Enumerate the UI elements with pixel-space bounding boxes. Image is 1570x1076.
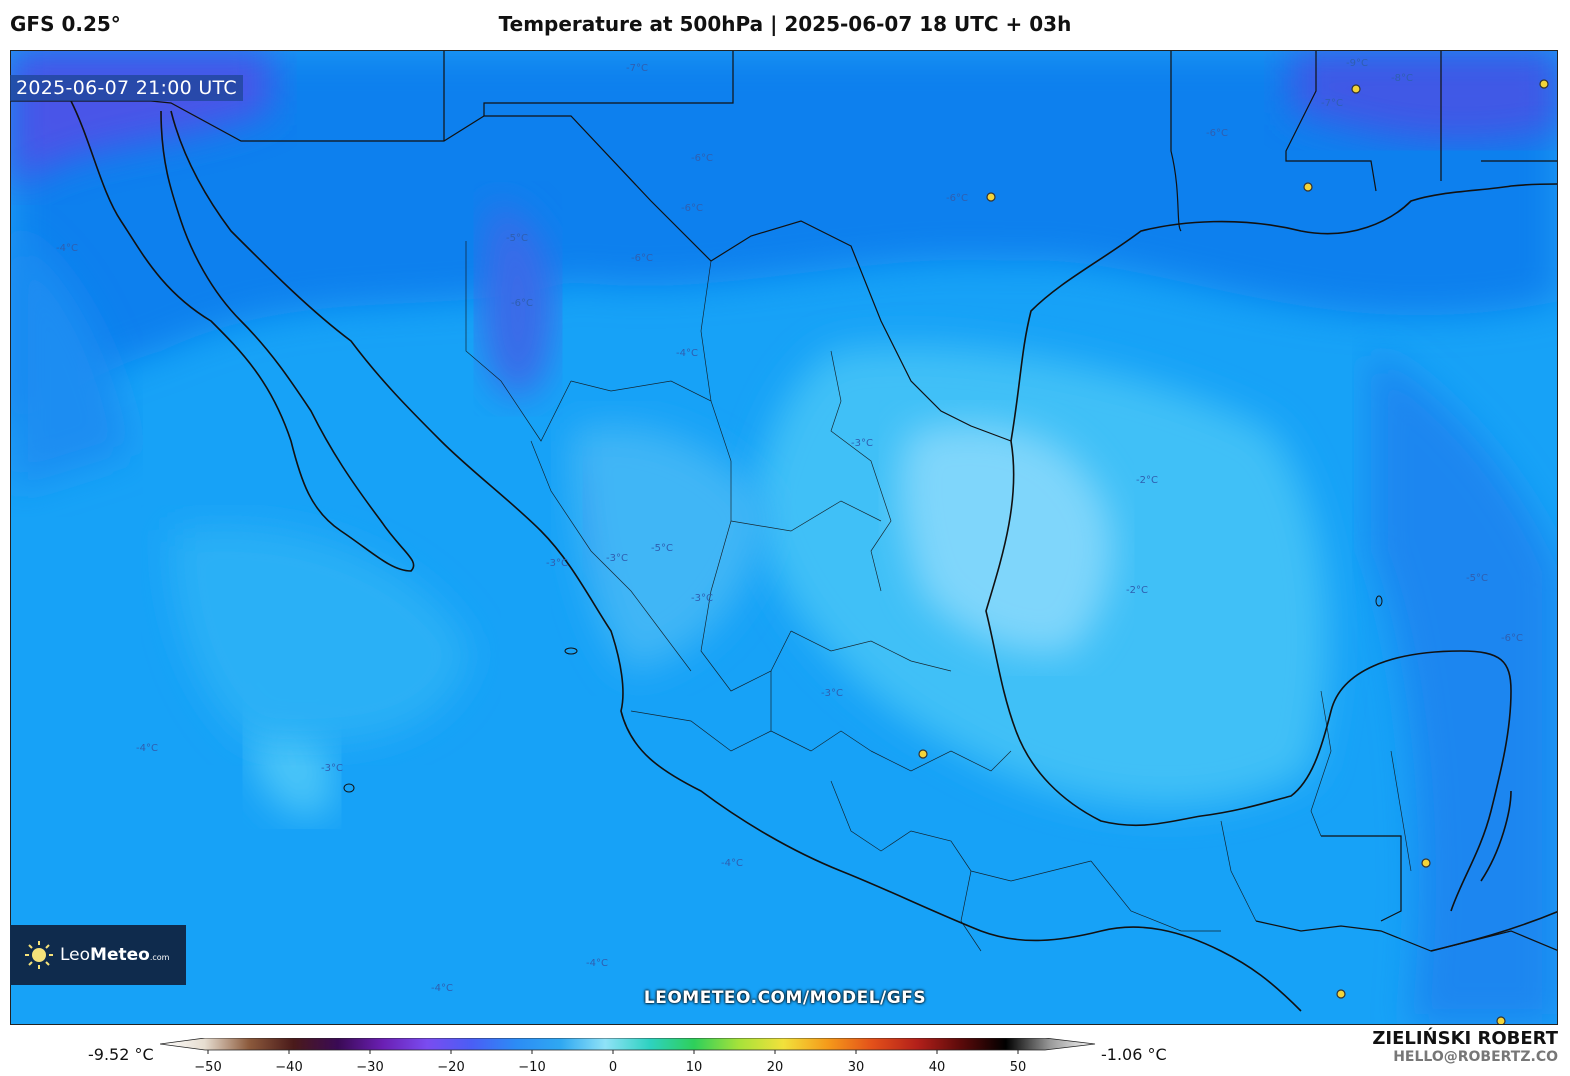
colorbar-tick-label: 40	[929, 1060, 946, 1075]
city-marker	[1303, 182, 1313, 192]
colorbar-tick-label: 20	[767, 1060, 784, 1075]
baja-coast	[70, 100, 415, 572]
contour-label: -2°C	[1136, 475, 1158, 486]
field-pacific-band	[171, 527, 471, 744]
field-warm-plateau	[571, 425, 771, 671]
colorbar-tick-label: −20	[437, 1060, 464, 1075]
colorbar-ticks: −50 −40 −30 −20 −10 0 10 20 30 40 50	[194, 1050, 1026, 1075]
valid-time-label: 2025-06-07 21:00 UTC	[10, 75, 243, 101]
border-la-ms	[1285, 51, 1377, 192]
contour-label: -7°C	[1321, 98, 1343, 109]
contour-label: -5°C	[506, 233, 528, 244]
map-panel: -9°C -8°C -7°C -7°C -6°C -6°C -6°C -6°C …	[10, 50, 1558, 1025]
contour-label: -5°C	[651, 543, 673, 554]
legend-min-value: -9.52 °C	[88, 1045, 154, 1064]
logo-text-bold: Meteo	[90, 945, 150, 965]
contour-label: -3°C	[606, 553, 628, 564]
contour-label: -9°C	[1346, 58, 1368, 69]
chart-title: Temperature at 500hPa | 2025-06-07 18 UT…	[498, 12, 1072, 36]
contour-label: -4°C	[136, 743, 158, 754]
leometeo-logo[interactable]: LeoMeteo.com	[10, 925, 186, 985]
contour-label: -3°C	[821, 688, 843, 699]
contour-label: -6°C	[1501, 633, 1523, 644]
field-west-band	[11, 231, 131, 491]
contour-label: -6°C	[946, 193, 968, 204]
colorbar-tick-label: −50	[194, 1060, 221, 1075]
contour-label: -4°C	[56, 243, 78, 254]
logo-text: LeoMeteo.com	[60, 945, 169, 965]
field-coldest-ne	[1291, 51, 1557, 142]
colorbar-tick-label: −40	[275, 1060, 302, 1075]
contour-label: -3°C	[546, 558, 568, 569]
city-marker	[1539, 79, 1549, 89]
field-east-band	[1371, 351, 1557, 1024]
city-marker	[918, 749, 928, 759]
colorbar-tick-label: −10	[518, 1060, 545, 1075]
city-markers[interactable]	[918, 79, 1549, 1025]
city-marker	[986, 192, 996, 202]
contour-label: -6°C	[511, 298, 533, 309]
contour-label: -3°C	[851, 438, 873, 449]
contour-label: -4°C	[676, 348, 698, 359]
contour-label: -7°C	[626, 63, 648, 74]
border-nm-tx	[483, 51, 734, 116]
contour-label: -8°C	[1391, 73, 1413, 84]
legend-max-value: -1.06 °C	[1101, 1045, 1167, 1064]
belize-coast	[1480, 790, 1512, 882]
state-borders	[465, 241, 1412, 952]
pacific-coast	[170, 110, 1302, 1012]
contour-label: -2°C	[1126, 585, 1148, 596]
colorbar-tick-label: 50	[1010, 1060, 1027, 1075]
site-watermark: LEOMETEO.COM/MODEL/GFS	[643, 988, 927, 1008]
caribbean-coast	[1430, 910, 1557, 952]
us-gulf-coast	[1010, 183, 1557, 442]
model-label: GFS 0.25°	[10, 12, 121, 36]
city-marker	[1336, 989, 1346, 999]
border-tx-la	[1170, 51, 1182, 232]
field-cold-core-1	[481, 201, 555, 397]
colorbar-tick-label: 10	[686, 1060, 703, 1075]
country-borders	[11, 51, 1557, 952]
city-marker	[1496, 1016, 1506, 1024]
us-mexico-border	[11, 100, 1012, 442]
contour-label: -4°C	[586, 958, 608, 969]
contour-label: -3°C	[321, 763, 343, 774]
logo-text-light: Leo	[60, 945, 91, 965]
border-belize-guatemala	[1321, 835, 1402, 922]
contour-label: -6°C	[681, 203, 703, 214]
colorbar-body	[160, 1038, 1096, 1051]
contour-label: -6°C	[1206, 128, 1228, 139]
contour-label: -6°C	[631, 253, 653, 264]
author-email[interactable]: HELLO@ROBERTZ.CO	[1393, 1049, 1558, 1065]
author-name: ZIELIŃSKI ROBERT	[1372, 1028, 1558, 1049]
contour-labels: -9°C -8°C -7°C -7°C -6°C -6°C -6°C -6°C …	[56, 58, 1523, 994]
gulf-coast-mexico	[985, 440, 1512, 912]
temperature-colorbar: −50 −40 −30 −20 −10 0 10 20 30 40 50	[160, 1038, 1096, 1075]
contour-label: -3°C	[691, 593, 713, 604]
colorbar-tick-label: −30	[356, 1060, 383, 1075]
islands	[343, 595, 1383, 793]
city-marker	[1421, 858, 1431, 868]
coastlines	[70, 100, 1557, 1012]
temperature-map: -9°C -8°C -7°C -7°C -6°C -6°C -6°C -6°C …	[11, 51, 1557, 1025]
colorbar-tick-label: 30	[848, 1060, 865, 1075]
contour-label: -6°C	[691, 153, 713, 164]
author-block: ZIELIŃSKI ROBERT HELLO@ROBERTZ.CO	[1372, 1028, 1558, 1065]
city-marker	[1351, 84, 1361, 94]
sun-icon	[25, 941, 53, 969]
contour-label: -5°C	[1466, 573, 1488, 584]
colorbar-tick-label: 0	[609, 1060, 617, 1075]
contour-label: -4°C	[721, 858, 743, 869]
border-central-america	[1255, 920, 1557, 952]
contour-label: -4°C	[431, 983, 453, 994]
logo-text-domain: .com	[149, 953, 170, 962]
